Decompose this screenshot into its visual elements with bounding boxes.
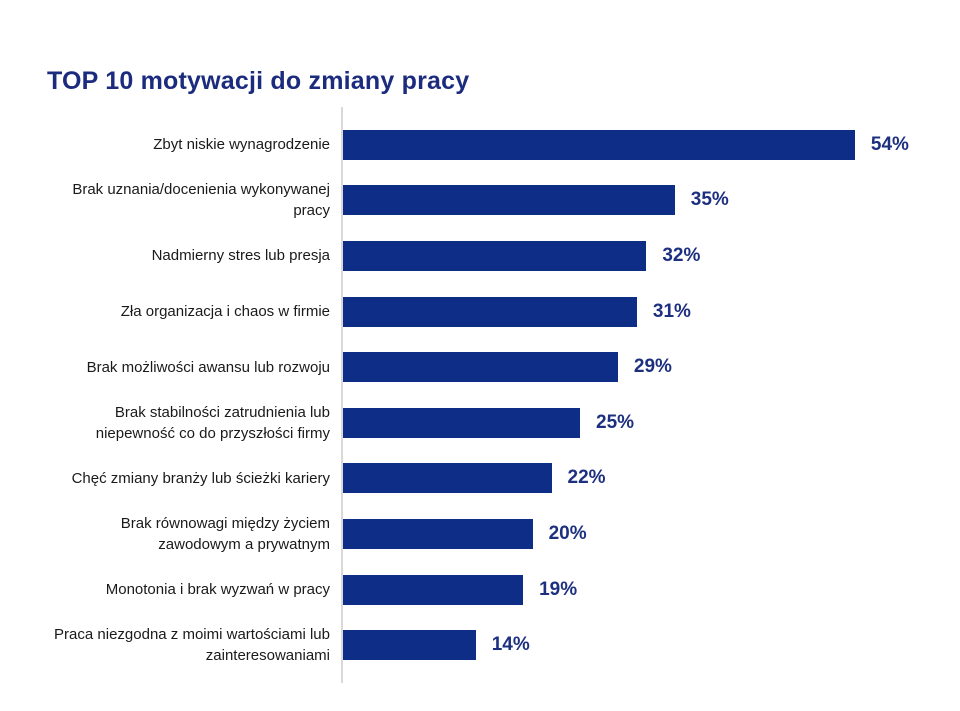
bar-row: Brak stabilności zatrudnienia lub niepew… <box>40 395 940 451</box>
category-label: Brak możliwości awansu lub rozwoju <box>86 358 330 376</box>
bar-row: Monotonia i brak wyzwań w pracy 19% <box>40 562 940 618</box>
value-label: 31% <box>652 300 691 322</box>
bar-area: 22% <box>343 463 940 494</box>
axis-line <box>341 107 343 683</box>
bar-row: Brak możliwości awansu lub rozwoju 29% <box>40 339 940 395</box>
value-label: 14% <box>491 634 530 656</box>
category-label: Zła organizacja i chaos w firmie <box>120 303 330 321</box>
value-label: 20% <box>548 522 587 544</box>
category-label: Zbyt niskie wynagrodzenie <box>153 136 330 154</box>
category-label: Chęć zmiany branży lub ścieżki kariery <box>71 469 330 487</box>
category-label: Brak równowagi między życiem zawodowym a… <box>120 514 330 553</box>
value-label: 25% <box>596 411 635 433</box>
bar <box>343 574 524 605</box>
chart-title: TOP 10 motywacji do zmiany pracy <box>47 66 470 95</box>
bar <box>343 518 533 549</box>
bar-area: 54% <box>343 129 940 160</box>
bar-row: Nadmierny stres lub presja 32% <box>40 228 940 284</box>
value-label: 32% <box>662 244 701 266</box>
bar-area: 35% <box>343 185 940 216</box>
value-label: 29% <box>633 356 672 378</box>
bar <box>343 296 637 327</box>
bar-row: Zła organizacja i chaos w firmie 31% <box>40 284 940 340</box>
bar-row: Brak uznania/docenienia wykonywanej prac… <box>40 173 940 229</box>
value-label: 19% <box>539 578 578 600</box>
bar <box>343 630 476 661</box>
bar-row: Brak równowagi między życiem zawodowym a… <box>40 506 940 562</box>
bar-row: Zbyt niskie wynagrodzenie 54% <box>40 117 940 173</box>
category-label: Nadmierny stres lub presja <box>151 247 330 265</box>
bar <box>343 185 675 216</box>
bar-row: Chęć zmiany branży lub ścieżki kariery 2… <box>40 451 940 507</box>
bar-area: 32% <box>343 240 940 271</box>
bar-area: 19% <box>343 574 940 605</box>
category-label: Brak uznania/docenienia wykonywanej prac… <box>72 181 330 220</box>
bar-area: 25% <box>343 407 940 438</box>
bar-area: 29% <box>343 352 940 383</box>
bar-area: 14% <box>343 630 940 661</box>
bar <box>343 240 647 271</box>
category-label: Brak stabilności zatrudnienia lub niepew… <box>95 403 330 442</box>
value-label: 22% <box>567 467 606 489</box>
bar-chart: Zbyt niskie wynagrodzenie 54% Brak uznan… <box>40 107 940 683</box>
category-label: Praca niezgodna z moimi wartościami lub … <box>54 626 330 665</box>
bar <box>343 129 855 160</box>
bar <box>343 463 552 494</box>
bar-area: 31% <box>343 296 940 327</box>
category-label: Monotonia i brak wyzwań w pracy <box>105 581 330 599</box>
bar-area: 20% <box>343 518 940 549</box>
bar <box>343 407 580 438</box>
bar <box>343 352 618 383</box>
value-label: 35% <box>690 189 729 211</box>
value-label: 54% <box>870 133 909 155</box>
bar-row: Praca niezgodna z moimi wartościami lub … <box>40 617 940 673</box>
